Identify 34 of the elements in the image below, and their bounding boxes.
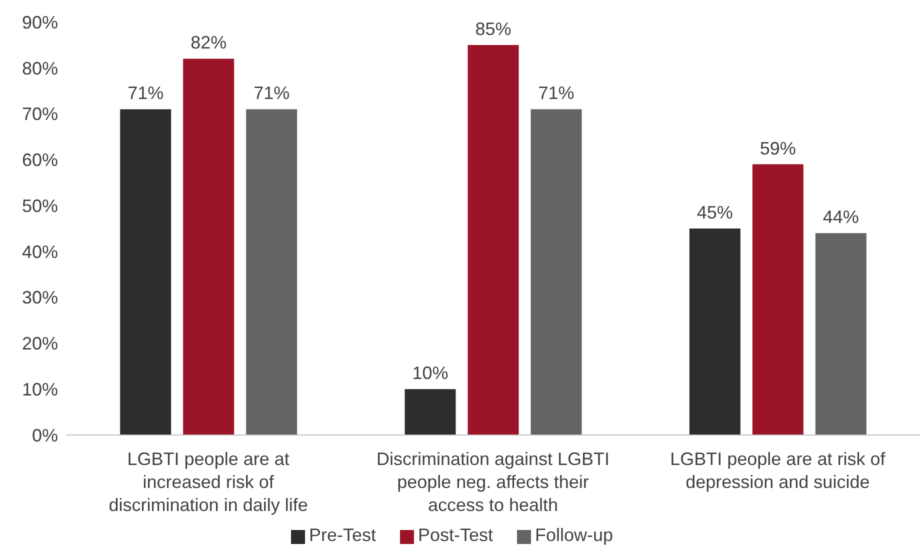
legend-label: Follow-up — [535, 525, 614, 545]
y-tick-label: 90% — [22, 12, 58, 32]
bar — [468, 44, 519, 435]
y-tick-label: 0% — [32, 425, 58, 446]
y-tick-label: 30% — [22, 288, 58, 308]
bar — [530, 109, 582, 435]
data-label: 71% — [128, 83, 164, 104]
y-tick-label: 40% — [22, 242, 58, 262]
bar — [246, 109, 298, 435]
bar — [183, 58, 234, 435]
y-tick-label: 50% — [22, 196, 58, 216]
bar — [120, 109, 172, 435]
bar — [815, 233, 866, 435]
data-label: 71% — [538, 83, 574, 104]
bar — [689, 228, 740, 435]
data-label: 45% — [696, 202, 733, 222]
bar — [404, 389, 456, 435]
bar — [752, 164, 804, 435]
data-label: 71% — [254, 83, 290, 104]
legend-label: Post-Test — [418, 525, 494, 545]
x-tick-label: Discrimination against LGBTI people neg. affects their access to health — [376, 449, 610, 515]
y-tick-label: 20% — [22, 334, 58, 354]
data-label: 59% — [760, 138, 796, 158]
y-tick-label: 80% — [22, 58, 58, 78]
x-tick-label: LGBTI people are at increased risk of discrimination in daily life — [108, 449, 308, 515]
data-label: 44% — [822, 207, 859, 228]
data-label: 10% — [412, 363, 448, 384]
legend-label: Pre-Test — [308, 525, 376, 545]
y-tick-label: 10% — [22, 380, 58, 400]
data-label: 85% — [475, 18, 512, 39]
x-tick-label: LGBTI people are at risk of depression and suicide — [670, 449, 886, 492]
y-tick-label: 60% — [22, 150, 58, 170]
y-tick-label: 70% — [22, 104, 58, 124]
data-label: 82% — [190, 32, 227, 53]
